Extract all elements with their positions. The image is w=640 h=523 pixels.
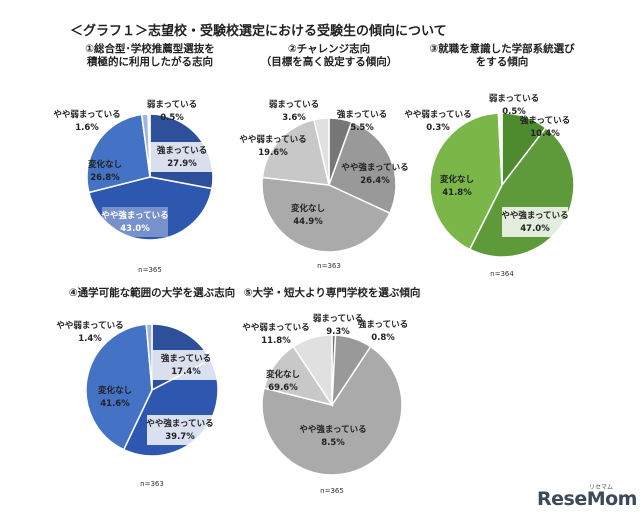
slice-value: 8.5% — [321, 438, 345, 448]
slice-label: やや弱まっている — [404, 109, 471, 120]
slice-value: 69.6% — [268, 383, 298, 393]
slice-value: 0.5% — [160, 113, 184, 123]
sample-size-note: n=365 — [320, 487, 344, 495]
slice-value: 41.6% — [100, 399, 130, 409]
watermark-logo-text: ReseMom — [537, 488, 637, 510]
pie-chart-title: 積極的に利用したがる志向 — [86, 55, 213, 68]
pie-slice-somewhat-strong — [328, 121, 397, 215]
slice-label: やや弱まっている — [242, 322, 309, 333]
pie-chart-2: ②チャレンジ志向（目標を高く設定する傾向） 強まっている 5.5% やや強まっている 2… — [239, 42, 408, 270]
label-box — [502, 207, 568, 237]
slice-label: やや強まっている — [299, 424, 366, 435]
slice-label: 強まっている — [337, 109, 387, 120]
pie-chart-title: （目標を高く設定する傾向） — [261, 55, 398, 68]
pie-chart-title: ②チャレンジ志向 — [288, 42, 370, 55]
watermark-sub-text: リセマム — [588, 484, 613, 491]
pie-chart-title: ③就職を意識した学部系統選び — [429, 42, 575, 55]
slice-value: 11.8% — [261, 336, 291, 346]
label-box — [149, 142, 215, 172]
slice-label: 強まっている — [157, 145, 207, 156]
slice-value: 43.0% — [120, 224, 150, 234]
slice-value: 5.5% — [350, 123, 374, 133]
slice-value: 27.9% — [167, 159, 197, 169]
pie-slice-no-change — [86, 113, 151, 194]
slice-label: やや弱まっている — [56, 320, 123, 331]
slice-label: 変化なし — [291, 203, 325, 214]
slice-value: 47.0% — [520, 224, 550, 234]
slice-label: 弱まっている — [313, 313, 363, 324]
slice-label: 変化なし — [266, 369, 300, 380]
sample-size-note: n=364 — [490, 270, 514, 278]
slice-label: やや強まっている — [101, 210, 168, 221]
slice-label: 強まっている — [520, 115, 570, 126]
slice-value: 26.8% — [90, 173, 120, 183]
pie-chart-title: ⑤大学・短大より専門学校を選ぶ傾向 — [244, 286, 421, 299]
slice-label: やや弱まっている — [53, 109, 120, 120]
sample-size-note: n=365 — [138, 266, 162, 274]
slice-value: 3.6% — [282, 113, 306, 123]
slice-value: 26.4% — [360, 176, 390, 186]
slice-label: やや強まっている — [146, 418, 213, 429]
pie-slice-weak — [313, 117, 330, 186]
slice-label: 強まっている — [358, 319, 408, 330]
label-box — [102, 207, 168, 237]
slice-value: 0.3% — [426, 123, 450, 133]
slice-value: 17.4% — [171, 367, 201, 377]
label-box — [153, 350, 219, 380]
slice-value: 44.9% — [293, 217, 323, 227]
slice-label: 強まっている — [161, 353, 211, 364]
slice-value: 9.3% — [326, 327, 350, 337]
pie-chart-title: をする傾向 — [476, 55, 529, 68]
slice-value: 41.8% — [442, 188, 472, 198]
slice-label: 弱まっている — [489, 93, 539, 104]
pie-chart-title: ④通学可能な範囲の大学を選ぶ志向 — [69, 286, 235, 299]
label-box — [147, 415, 213, 445]
pie-slice-no-change — [429, 112, 503, 251]
slice-value: 10.4% — [530, 129, 560, 139]
slice-value: 1.4% — [78, 334, 102, 344]
pie-slice-no-change — [261, 176, 391, 253]
pie-slice-somewhat-weak — [145, 323, 153, 391]
pie-slice-no-change — [261, 345, 403, 476]
resemom-watermark: ReseMom リセマム — [537, 484, 637, 514]
slice-label: 変化なし — [88, 159, 122, 170]
pie-chart-title: ①総合型･学校推薦型選抜を — [85, 42, 215, 55]
slice-value: 0.8% — [371, 333, 395, 343]
slice-value: 0.5% — [502, 107, 526, 117]
slice-label: 弱まっている — [269, 99, 319, 110]
slice-label: やや強まっている — [501, 210, 568, 221]
slice-label: 弱まっている — [147, 99, 197, 110]
slice-label: 変化なし — [440, 174, 474, 185]
pie-slice-weak — [498, 112, 503, 186]
slice-value: 39.7% — [165, 432, 195, 442]
pie-slice-somewhat-weak — [261, 118, 330, 186]
slice-value: 19.6% — [258, 148, 288, 158]
slice-label: やや弱まっている — [239, 134, 306, 145]
slice-label: 変化なし — [98, 385, 132, 396]
page-title: ＜グラフ１＞志望校・受験校選定における受験生の傾向について — [70, 24, 447, 39]
slice-label: やや強まっている — [341, 162, 408, 173]
slice-value: 1.6% — [75, 123, 99, 133]
pie-slice-no-change — [85, 323, 153, 451]
pie-slice-weak — [292, 334, 333, 408]
pie-slice-somewhat-strong — [88, 176, 213, 241]
sample-size-note: n=363 — [317, 262, 341, 270]
sample-size-note: n=363 — [140, 480, 164, 488]
